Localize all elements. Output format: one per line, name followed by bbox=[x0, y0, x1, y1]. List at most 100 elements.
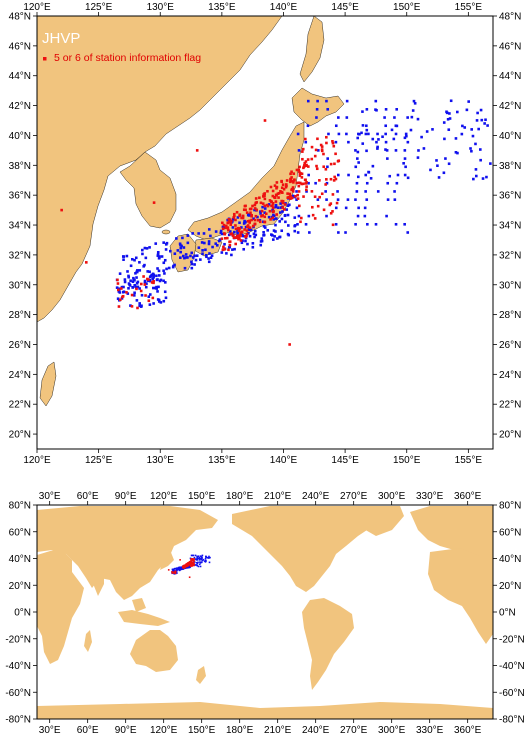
flagged-station-point bbox=[286, 192, 289, 195]
map-title: JHVP bbox=[42, 30, 80, 47]
station-point bbox=[258, 218, 262, 222]
flagged-station-point bbox=[244, 208, 247, 212]
global-map-stations bbox=[167, 554, 211, 579]
station-point bbox=[128, 284, 132, 287]
station-point bbox=[444, 157, 447, 160]
flagged-station-point bbox=[193, 564, 195, 567]
south-america-continent bbox=[302, 598, 354, 690]
station-point bbox=[403, 173, 407, 177]
flagged-station-point bbox=[245, 232, 249, 236]
regional-y-tick-label: 40°N bbox=[499, 131, 521, 142]
india-peninsula bbox=[92, 570, 104, 596]
station-point bbox=[354, 149, 357, 152]
flagged-station-point bbox=[186, 562, 188, 565]
station-point bbox=[393, 198, 397, 201]
station-point bbox=[286, 232, 290, 236]
station-point bbox=[360, 131, 363, 135]
station-point bbox=[272, 214, 276, 218]
regional-map-ticks: 120°E 120°E 125°E 125°E 130°E 130°E 135°E 135°E… bbox=[9, 2, 522, 466]
station-point bbox=[215, 244, 219, 247]
flagged-station-point bbox=[318, 179, 321, 182]
station-point bbox=[374, 99, 378, 103]
flagged-station-point bbox=[188, 563, 190, 566]
station-point bbox=[155, 287, 158, 290]
flagged-station-point bbox=[183, 566, 186, 569]
flagged-station-point bbox=[263, 220, 266, 224]
flagged-station-point bbox=[121, 294, 125, 298]
station-point bbox=[272, 218, 276, 221]
station-point bbox=[172, 570, 174, 573]
flagged-station-point bbox=[263, 204, 267, 208]
flagged-station-point bbox=[263, 197, 267, 201]
station-point bbox=[157, 269, 161, 273]
global-x-tick-label: 360°E bbox=[454, 725, 482, 736]
flagged-station-point bbox=[260, 209, 264, 213]
station-point bbox=[171, 568, 174, 571]
flagged-station-point bbox=[291, 190, 295, 193]
flagged-station-point bbox=[245, 229, 249, 232]
station-point bbox=[480, 118, 484, 122]
station-point bbox=[260, 237, 264, 240]
flagged-station-point bbox=[280, 186, 284, 190]
flagged-station-point bbox=[225, 226, 229, 230]
flagged-station-point bbox=[234, 236, 238, 239]
australia-continent bbox=[130, 630, 178, 672]
station-point bbox=[278, 211, 282, 214]
station-point bbox=[356, 214, 360, 218]
station-point bbox=[358, 132, 361, 136]
flagged-station-point bbox=[120, 287, 123, 290]
global-x-tick-label: 90°E bbox=[115, 491, 137, 502]
flagged-station-point bbox=[331, 141, 335, 145]
station-point bbox=[156, 254, 160, 257]
flagged-station-point bbox=[293, 178, 296, 181]
flagged-station-point bbox=[246, 224, 250, 227]
station-point bbox=[199, 565, 202, 568]
station-point bbox=[413, 102, 417, 105]
station-point bbox=[182, 254, 185, 258]
station-point bbox=[231, 226, 235, 229]
station-point bbox=[474, 142, 477, 146]
flagged-station-point bbox=[313, 195, 317, 199]
station-point bbox=[140, 304, 143, 308]
flagged-station-point bbox=[239, 231, 242, 234]
station-point bbox=[385, 214, 388, 218]
flagged-station-point bbox=[238, 234, 241, 237]
flagged-station-point bbox=[281, 191, 284, 194]
global-x-tick-label: 30°E bbox=[39, 491, 61, 502]
station-point bbox=[157, 285, 160, 289]
station-point bbox=[197, 232, 200, 235]
flagged-station-point bbox=[285, 179, 289, 182]
global-x-tick-label: 60°E bbox=[77, 725, 99, 736]
station-point bbox=[376, 190, 380, 193]
flagged-station-point bbox=[248, 219, 252, 223]
station-point bbox=[210, 254, 214, 257]
station-point bbox=[136, 280, 140, 284]
flagged-station-point bbox=[139, 289, 143, 293]
station-point bbox=[196, 555, 198, 558]
regional-x-tick-label: 155°E bbox=[455, 455, 483, 466]
station-point bbox=[140, 293, 144, 297]
station-point bbox=[135, 276, 138, 279]
station-point bbox=[307, 173, 310, 177]
station-point bbox=[236, 229, 239, 233]
station-point bbox=[131, 257, 134, 261]
regional-x-tick-label: 145°E bbox=[331, 455, 359, 466]
station-point bbox=[286, 204, 290, 208]
station-point bbox=[395, 124, 399, 128]
station-point bbox=[357, 161, 360, 164]
station-point bbox=[207, 260, 211, 264]
global-y-tick-label: 60°N bbox=[499, 527, 521, 538]
global-x-tick-label: 300°E bbox=[378, 725, 406, 736]
station-point bbox=[386, 198, 390, 201]
station-point bbox=[271, 234, 274, 237]
global-x-tick-label: 270°E bbox=[340, 491, 368, 502]
station-point bbox=[199, 258, 202, 261]
flagged-station-point bbox=[150, 281, 154, 284]
borneo-island bbox=[132, 598, 146, 612]
station-point bbox=[463, 126, 467, 129]
station-point bbox=[364, 173, 368, 177]
flagged-station-point bbox=[188, 562, 191, 565]
global-x-tick-label: 60°E bbox=[77, 491, 99, 502]
station-point bbox=[209, 256, 213, 260]
station-point bbox=[354, 222, 357, 226]
